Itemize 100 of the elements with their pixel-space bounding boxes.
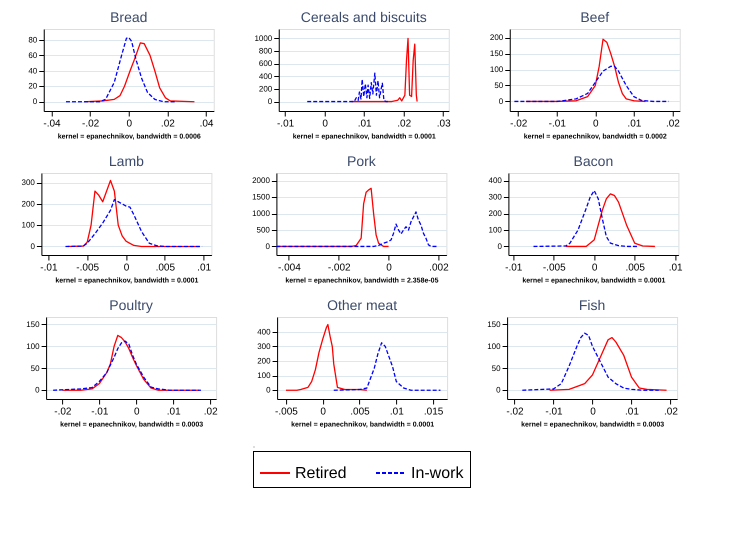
y-tick-label: 100 [22, 220, 36, 230]
y-tick-label: 0 [496, 386, 502, 395]
x-tick-label: -.04 [43, 118, 62, 130]
chart-title: Pork [346, 153, 377, 169]
y-tick-label: 80 [28, 35, 38, 44]
x-tick-label: -.01 [276, 118, 295, 130]
x-tick-label: 0 [386, 262, 392, 274]
line-series [525, 38, 646, 102]
x-tick-label: 0 [592, 262, 598, 274]
chart-title: Cereals and biscuits [300, 9, 427, 25]
chart-title: Other meat [327, 297, 398, 313]
x-tick-label: 0 [322, 118, 328, 130]
y-tick-label: 300 [488, 192, 502, 202]
y-tick-label: 0 [32, 97, 38, 106]
line-series [532, 190, 640, 248]
y-tick-label: 50 [492, 364, 502, 373]
line-series [52, 340, 202, 391]
x-tick-label: .01 [197, 262, 212, 274]
y-tick-label: 300 [257, 342, 272, 351]
line-series [548, 336, 668, 391]
y-tick-label: 100 [26, 342, 40, 351]
line-series [565, 193, 656, 248]
y-tick-label: 400 [257, 327, 272, 336]
x-tick-label: 0 [593, 118, 600, 130]
y-tick-label: 200 [22, 199, 36, 208]
x-tick-label: -.02 [82, 118, 100, 130]
chart-title: Lamb [108, 153, 144, 169]
chart-title: Bread [110, 9, 148, 25]
line-series [306, 72, 389, 102]
x-tick-label: .01 [627, 118, 642, 130]
chart-title: Poultry [109, 297, 153, 313]
line-series [276, 211, 440, 248]
legend-label: In-work [411, 465, 464, 482]
y-tick-label: 100 [257, 371, 272, 380]
x-tick-label: -.02 [510, 118, 528, 130]
y-tick-label: 0 [30, 242, 36, 251]
y-tick-label: 1500 [252, 192, 270, 202]
x-tick-label: -.002 [328, 262, 352, 274]
x-tick-label: .02 [666, 118, 680, 130]
y-tick-label: 0 [35, 386, 40, 395]
x-tick-label: -.01 [505, 262, 523, 274]
legend-label: Retired [295, 465, 347, 482]
chart-title: Fish [578, 297, 606, 313]
chart-title: Bacon [574, 153, 614, 169]
x-tick-label: .01 [668, 262, 684, 274]
y-tick-label: 0 [497, 242, 502, 251]
y-tick-label: 20 [28, 82, 38, 91]
y-tick-label: 100 [487, 342, 502, 351]
y-tick-label: 400 [258, 72, 273, 81]
y-tick-label: 200 [490, 33, 504, 42]
x-tick-label: .03 [436, 118, 452, 130]
x-tick-label: .02 [204, 406, 218, 418]
y-tick-label: 300 [22, 178, 36, 188]
line-series [350, 38, 418, 102]
line-series [285, 324, 368, 391]
x-tick-label: -.004 [278, 262, 302, 274]
y-tick-label: 0 [265, 242, 270, 251]
x-tick-label: .01 [625, 406, 640, 418]
x-tick-label: -.005 [76, 262, 100, 274]
x-tick-label: -.01 [91, 406, 109, 418]
y-tick-label: 0 [266, 386, 272, 395]
x-tick-label: .002 [429, 262, 450, 274]
line-series [514, 66, 670, 102]
x-tick-label: .02 [397, 118, 412, 130]
x-tick-label: 0 [134, 406, 140, 418]
x-tick-label: -.01 [545, 406, 564, 418]
y-tick-label: 500 [256, 226, 270, 235]
x-tick-label: -.005 [542, 262, 566, 274]
x-tick-label: 0 [320, 406, 326, 418]
x-tick-label: .015 [424, 406, 444, 418]
y-tick-label: 40 [28, 66, 38, 76]
x-tick-label: .01 [358, 118, 372, 130]
x-tick-label: -.02 [54, 406, 72, 418]
y-tick-label: 100 [490, 65, 504, 74]
x-tick-label: 0 [590, 406, 596, 418]
y-tick-label: 150 [487, 320, 502, 329]
y-tick-label: 2000 [252, 176, 270, 186]
y-tick-label: 50 [30, 364, 40, 373]
y-tick-label: 200 [257, 356, 272, 366]
x-tick-label: -.01 [548, 118, 566, 130]
x-tick-label: .04 [200, 118, 214, 130]
line-series [62, 334, 200, 391]
x-tick-label: .005 [625, 262, 646, 274]
x-tick-label: .02 [664, 406, 678, 418]
line-series [64, 198, 203, 248]
x-tick-label: 0 [124, 262, 130, 274]
y-tick-label: 1000 [252, 209, 270, 218]
line-series [522, 332, 660, 391]
x-tick-label: .005 [156, 262, 176, 274]
x-tick-label: -.005 [275, 406, 298, 418]
line-series [65, 36, 176, 102]
y-tick-label: 0 [498, 96, 504, 106]
y-tick-label: 1000 [254, 34, 273, 43]
x-tick-label: .005 [350, 406, 370, 418]
y-tick-label: 200 [488, 209, 502, 218]
x-tick-label: -.01 [40, 262, 58, 274]
y-tick-label: 50 [494, 80, 504, 90]
y-tick-label: 100 [488, 226, 502, 235]
y-tick-label: 200 [258, 84, 273, 94]
x-tick-label: .01 [166, 406, 182, 418]
